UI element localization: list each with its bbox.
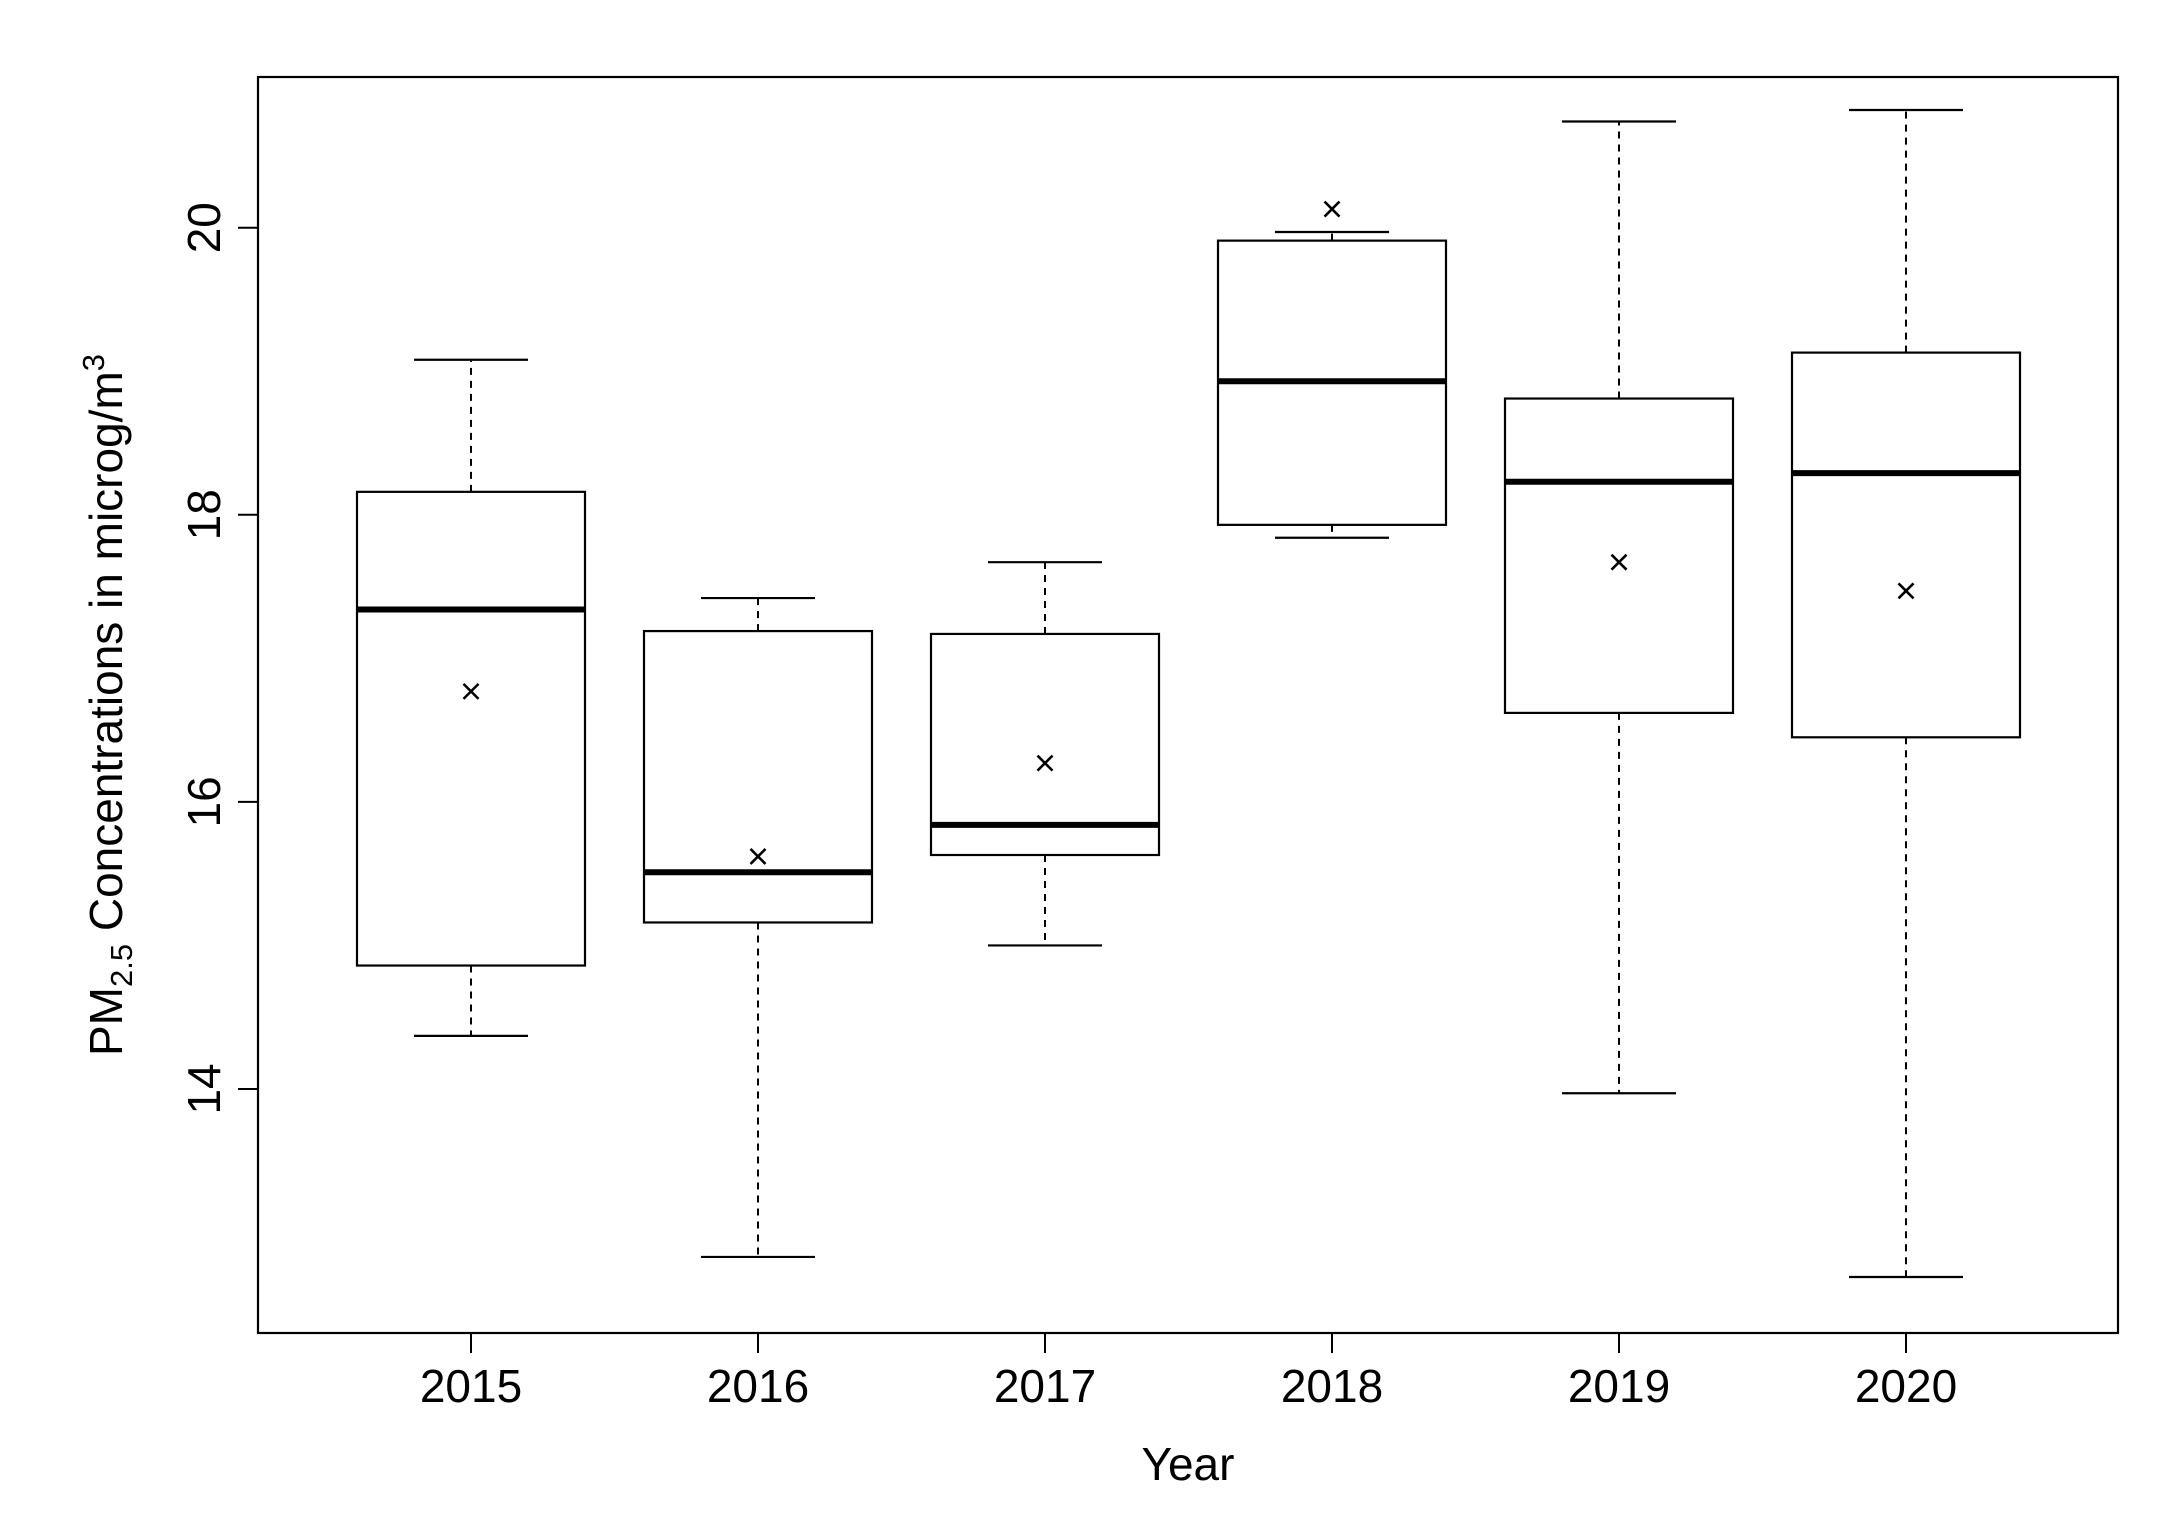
y-axis-label-pm: PM [80,987,132,1056]
mean-marker-stroke-b [462,682,480,700]
x-tick-label: 2017 [994,1360,1096,1412]
y-tick-label: 20 [178,202,230,253]
x-axis-label: Year [1142,1438,1235,1490]
mean-marker [1036,754,1054,772]
y-axis: 14 16 18 20 [178,202,259,1115]
box-group-2017 [929,561,1161,947]
iqr-box [355,490,587,967]
x-tick-label: 2020 [1855,1360,1957,1412]
y-tick-label: 14 [178,1063,230,1114]
y-axis-label-subscript: 2.5 [104,944,139,987]
box-group-2019 [1503,120,1735,1095]
y-axis-label-main: Concentrations in microg/m [80,371,132,944]
box-group-2016 [642,596,874,1259]
y-tick-label: 16 [178,776,230,827]
x-tick-label: 2015 [420,1360,522,1412]
box-group-2015 [355,358,587,1037]
iqr-box [1503,397,1735,714]
mean-marker-stroke-b [749,848,767,865]
y-axis-label: PM2.5 Concentrations in microg/m3 [76,354,139,1056]
mean-marker [1897,582,1915,600]
x-tick-label: 2016 [707,1360,809,1412]
mean-marker-stroke-b [1323,200,1341,218]
box-group-2020 [1790,108,2022,1279]
iqr-box [929,632,1161,857]
mean-marker-stroke-b [1036,754,1054,772]
iqr-box [642,629,874,924]
box-group-2018 [1216,200,1448,539]
x-tick-label: 2018 [1281,1360,1383,1412]
boxes-layer [355,108,2022,1279]
x-tick-label: 2019 [1568,1360,1670,1412]
mean-marker-stroke-b [1897,582,1915,600]
mean-marker [462,682,480,700]
mean-marker [1610,553,1628,571]
x-axis: 2015 2016 2017 2018 2019 2020 [420,1332,1957,1412]
iqr-box [1790,351,2022,739]
mean-marker-stroke-b [1610,553,1628,571]
mean-marker [1323,200,1341,218]
y-tick-label: 18 [178,489,230,540]
y-axis-label-superscript: 3 [76,354,111,371]
mean-marker [749,848,767,865]
